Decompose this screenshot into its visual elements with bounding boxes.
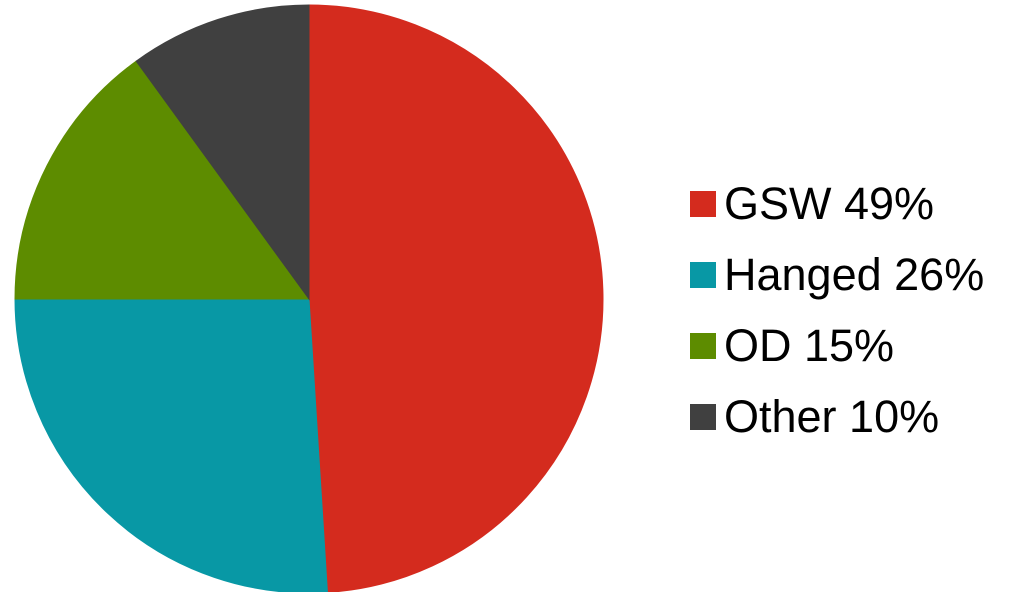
legend-item-other: Other 10% <box>690 381 1010 452</box>
pie-slice-other <box>135 4 310 301</box>
legend-label-other: Other 10% <box>724 390 940 442</box>
legend-item-od: OD 15% <box>690 310 1010 381</box>
pie-slice-hanged <box>14 298 328 592</box>
legend-item-gsw: GSW 49% <box>690 168 1010 239</box>
legend-item-hanged: Hanged 26% <box>690 239 1010 310</box>
legend: GSW 49% Hanged 26% OD 15% Other 10% <box>690 168 1010 452</box>
legend-label-gsw: GSW 49% <box>724 177 935 229</box>
legend-swatch-hanged <box>690 261 716 288</box>
legend-label-hanged: Hanged 26% <box>724 248 985 300</box>
legend-swatch-gsw <box>690 190 716 217</box>
pie-slice-gsw <box>308 4 604 592</box>
legend-swatch-od <box>690 332 716 359</box>
legend-swatch-other <box>690 403 716 430</box>
pie-slice-od <box>14 60 310 300</box>
legend-label-od: OD 15% <box>724 319 895 371</box>
